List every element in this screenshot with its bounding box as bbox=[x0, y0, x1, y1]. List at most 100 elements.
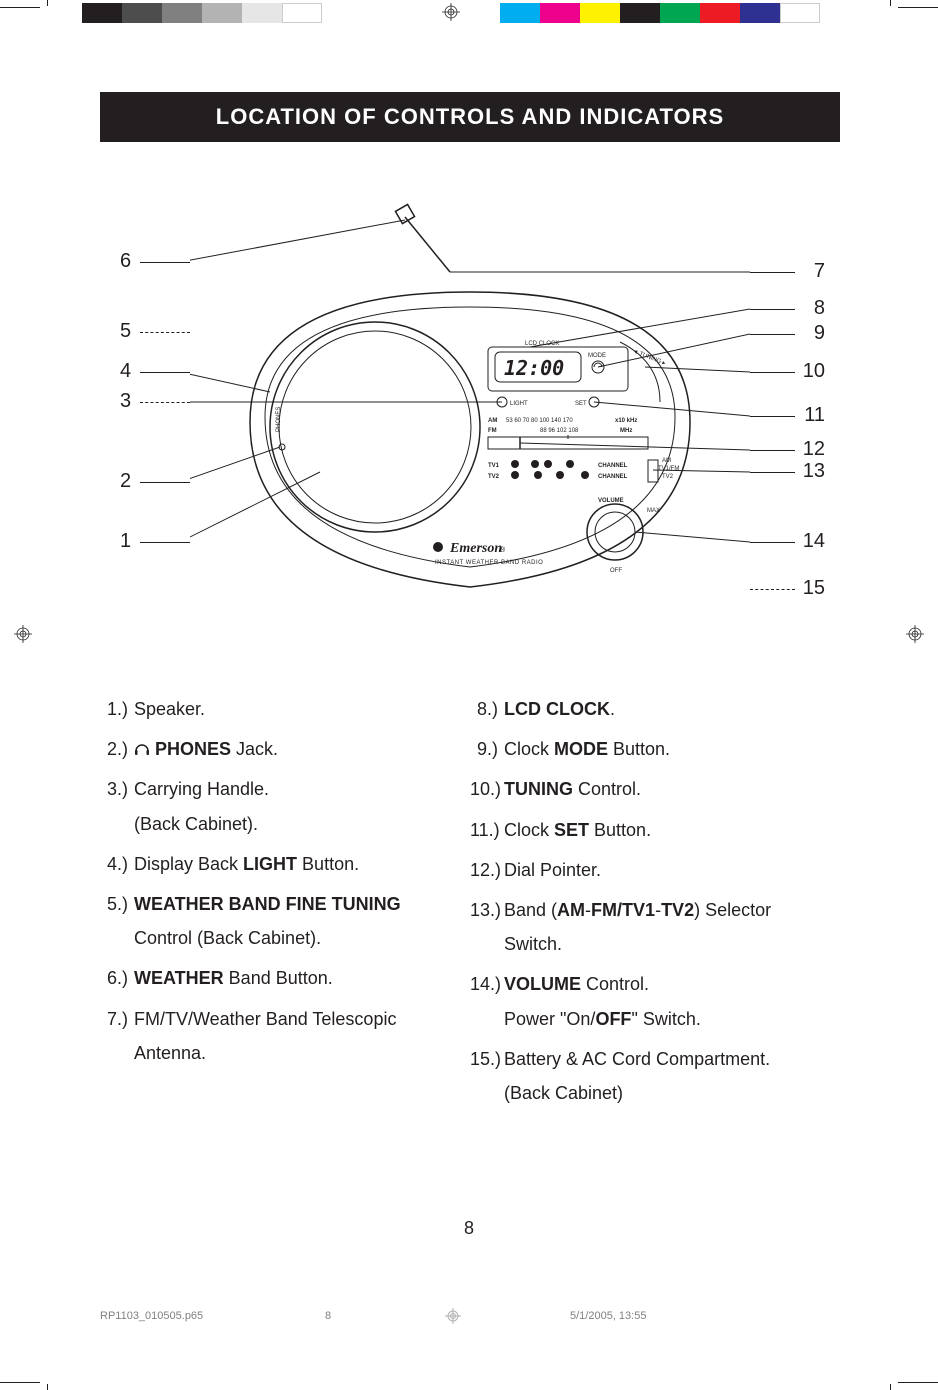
crop-mark bbox=[47, 1384, 48, 1390]
brand-logo: Emerson bbox=[449, 541, 502, 556]
leader-line bbox=[750, 450, 795, 451]
tagline: INSTANT WEATHER BAND RADIO bbox=[435, 560, 543, 566]
legend-text: VOLUME Control.Power "On/OFF" Switch. bbox=[504, 967, 840, 1035]
registration-mark bbox=[442, 3, 460, 21]
legend-item: 2.) PHONES Jack. bbox=[100, 732, 470, 766]
legend-number: 3.) bbox=[100, 772, 134, 840]
crop-mark bbox=[898, 1382, 938, 1383]
leader-line bbox=[750, 272, 795, 273]
channel-label: CHANNEL bbox=[598, 463, 628, 469]
fm-label: FM bbox=[488, 428, 497, 434]
legend-number: 10.) bbox=[470, 772, 504, 806]
callout-number: 13 bbox=[803, 460, 825, 483]
callout-number: 6 bbox=[120, 250, 131, 273]
am-unit: x10 kHz bbox=[615, 418, 637, 424]
legend-number: 4.) bbox=[100, 847, 134, 881]
legend-number: 15.) bbox=[470, 1042, 504, 1110]
callout-number: 11 bbox=[804, 404, 825, 427]
leader-line bbox=[140, 372, 190, 373]
legend: 1.)Speaker.2.) PHONES Jack.3.)Carrying H… bbox=[100, 692, 840, 1116]
legend-text: Clock MODE Button. bbox=[504, 732, 840, 766]
legend-text: Battery & AC Cord Compartment.(Back Cabi… bbox=[504, 1042, 840, 1110]
footer-page: 8 bbox=[325, 1310, 331, 1322]
callout-number: 14 bbox=[803, 530, 825, 553]
clock-time: 12:00 bbox=[504, 356, 564, 380]
legend-item: 9.)Clock MODE Button. bbox=[470, 732, 840, 766]
cmyk-colorbar bbox=[500, 3, 820, 23]
set-label: SET bbox=[575, 401, 587, 407]
page-content: LOCATION OF CONTROLS AND INDICATORS 6543… bbox=[100, 92, 840, 1116]
legend-text: Dial Pointer. bbox=[504, 853, 840, 887]
leader-line bbox=[140, 542, 190, 543]
tv2-label: TV2 bbox=[488, 474, 500, 480]
controls-diagram: 654321 789101112131415 .line { fill:none… bbox=[100, 192, 840, 642]
am-label: AM bbox=[488, 418, 497, 424]
svg-text:13: 13 bbox=[581, 473, 588, 479]
legend-item: 12.)Dial Pointer. bbox=[470, 853, 840, 887]
legend-number: 11.) bbox=[470, 813, 504, 847]
phones-label: PHONES bbox=[276, 407, 282, 432]
legend-text: FM/TV/Weather Band TelescopicAntenna. bbox=[134, 1002, 470, 1070]
legend-text: Display Back LIGHT Button. bbox=[134, 847, 470, 881]
legend-text: TUNING Control. bbox=[504, 772, 840, 806]
legend-number: 14.) bbox=[470, 967, 504, 1035]
legend-text: WEATHER BAND FINE TUNINGControl (Back Ca… bbox=[134, 887, 470, 955]
legend-text: Speaker. bbox=[134, 692, 470, 726]
crop-mark bbox=[47, 0, 48, 6]
footer-date: 5/1/2005, 13:55 bbox=[570, 1310, 646, 1322]
legend-item: 4.)Display Back LIGHT Button. bbox=[100, 847, 470, 881]
light-label: LIGHT bbox=[510, 401, 528, 407]
legend-number: 7.) bbox=[100, 1002, 134, 1070]
registration-mark bbox=[906, 625, 924, 643]
leader-line bbox=[750, 472, 795, 473]
off-label: OFF bbox=[610, 568, 622, 574]
lcd-clock-label: LCD CLOCK bbox=[525, 341, 559, 347]
legend-left-column: 1.)Speaker.2.) PHONES Jack.3.)Carrying H… bbox=[100, 692, 470, 1116]
callout-number: 8 bbox=[814, 297, 825, 320]
section-title: LOCATION OF CONTROLS AND INDICATORS bbox=[100, 92, 840, 142]
callout-number: 2 bbox=[120, 470, 131, 493]
page-number: 8 bbox=[464, 1218, 474, 1239]
svg-text:E: E bbox=[435, 546, 439, 552]
channel-label2: CHANNEL bbox=[598, 474, 628, 480]
legend-number: 1.) bbox=[100, 692, 134, 726]
legend-item: 15.)Battery & AC Cord Compartment.(Back … bbox=[470, 1042, 840, 1110]
band-tv2: TV2 bbox=[662, 474, 674, 480]
callout-number: 3 bbox=[120, 390, 131, 413]
leader-line bbox=[140, 332, 190, 333]
legend-item: 6.)WEATHER Band Button. bbox=[100, 961, 470, 995]
crop-mark bbox=[890, 1384, 891, 1390]
footer: RP1103_010505.p65 8 5/1/2005, 13:55 bbox=[0, 1310, 938, 1330]
crop-mark bbox=[890, 0, 891, 6]
legend-item: 10.)TUNING Control. bbox=[470, 772, 840, 806]
legend-item: 11.)Clock SET Button. bbox=[470, 813, 840, 847]
legend-item: 1.)Speaker. bbox=[100, 692, 470, 726]
leader-line bbox=[750, 334, 795, 335]
legend-number: 6.) bbox=[100, 961, 134, 995]
crop-mark bbox=[898, 7, 938, 8]
tuning-label: ◄ TUNING ▸ bbox=[631, 348, 666, 367]
legend-item: 8.)LCD CLOCK. bbox=[470, 692, 840, 726]
legend-text: PHONES Jack. bbox=[134, 732, 470, 766]
callout-number: 12 bbox=[803, 438, 825, 461]
max-label: MAX bbox=[647, 508, 660, 514]
leader-line bbox=[750, 309, 795, 310]
channel-dots: 2 3 4 6 7 9 11 13 bbox=[511, 460, 589, 479]
leader-line bbox=[140, 402, 190, 403]
leader-line bbox=[750, 372, 795, 373]
crop-mark bbox=[0, 7, 40, 8]
callout-number: 1 bbox=[120, 530, 131, 553]
legend-text: Band (AM-FM/TV1-TV2) SelectorSwitch. bbox=[504, 893, 840, 961]
band-fm: TV1/FM bbox=[658, 466, 679, 472]
radio-illustration: .line { fill:none; stroke:#231f20; strok… bbox=[190, 192, 750, 612]
fm-scale: 88 96 102 108 bbox=[540, 428, 579, 434]
tv1-label: TV1 bbox=[488, 463, 500, 469]
callout-number: 10 bbox=[803, 360, 825, 383]
footer-filename: RP1103_010505.p65 bbox=[100, 1310, 203, 1322]
legend-text: WEATHER Band Button. bbox=[134, 961, 470, 995]
leader-line bbox=[750, 589, 795, 590]
callout-number: 9 bbox=[814, 322, 825, 345]
headphones-icon bbox=[134, 734, 150, 750]
svg-text:®: ® bbox=[500, 546, 506, 554]
svg-text:11: 11 bbox=[556, 473, 563, 479]
